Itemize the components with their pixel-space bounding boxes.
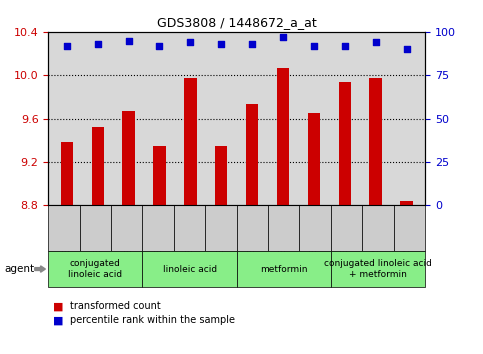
Bar — [331, 251, 425, 287]
Text: ■: ■ — [53, 315, 64, 325]
Point — [372, 39, 380, 45]
Bar — [61, 142, 73, 205]
Bar — [331, 205, 362, 251]
Text: agent: agent — [5, 264, 35, 274]
Bar — [92, 127, 104, 205]
Bar — [184, 79, 197, 205]
Bar — [153, 146, 166, 205]
Bar — [237, 205, 268, 251]
Point — [341, 43, 349, 48]
Point — [310, 43, 318, 48]
Bar — [246, 104, 258, 205]
Bar — [394, 205, 425, 251]
Bar — [111, 205, 142, 251]
Point — [156, 43, 163, 48]
Text: ■: ■ — [53, 301, 64, 311]
Bar — [142, 205, 174, 251]
Bar — [142, 251, 237, 287]
Title: GDS3808 / 1448672_a_at: GDS3808 / 1448672_a_at — [157, 16, 316, 29]
Bar — [299, 205, 331, 251]
Bar — [80, 205, 111, 251]
Text: conjugated
linoleic acid: conjugated linoleic acid — [68, 259, 123, 279]
Point — [217, 41, 225, 47]
Bar — [400, 201, 412, 205]
Point — [125, 38, 132, 44]
Point — [248, 41, 256, 47]
Point — [403, 46, 411, 52]
Bar — [48, 205, 80, 251]
Text: percentile rank within the sample: percentile rank within the sample — [70, 315, 235, 325]
Bar — [205, 205, 237, 251]
Bar — [237, 251, 331, 287]
Bar — [362, 205, 394, 251]
Bar — [339, 82, 351, 205]
Bar — [369, 79, 382, 205]
Text: transformed count: transformed count — [70, 301, 161, 311]
Point — [279, 34, 287, 40]
Text: linoleic acid: linoleic acid — [162, 264, 217, 274]
Bar — [268, 205, 299, 251]
Point — [63, 43, 71, 48]
Bar — [48, 251, 142, 287]
Bar — [308, 113, 320, 205]
Point — [94, 41, 101, 47]
Bar — [215, 146, 227, 205]
Text: conjugated linoleic acid
+ metformin: conjugated linoleic acid + metformin — [324, 259, 432, 279]
Bar — [174, 205, 205, 251]
Text: metformin: metformin — [260, 264, 308, 274]
Point — [186, 39, 194, 45]
Bar — [122, 111, 135, 205]
Bar — [277, 68, 289, 205]
